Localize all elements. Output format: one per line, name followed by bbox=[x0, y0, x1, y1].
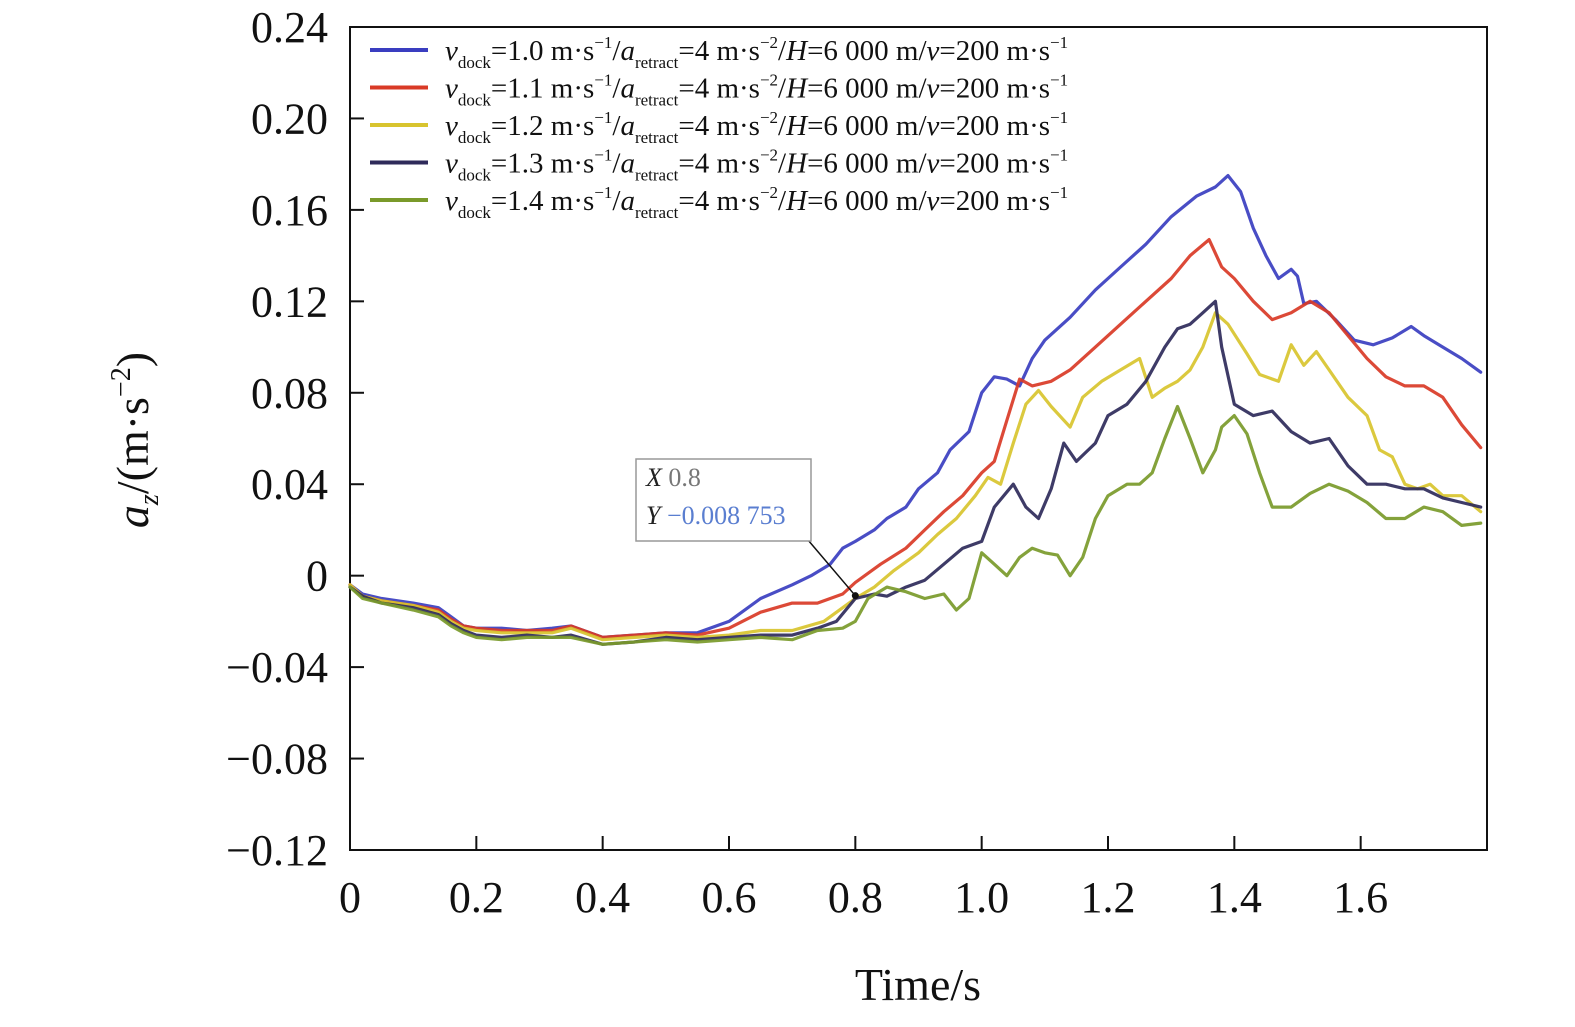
data-tip-pointer bbox=[807, 539, 856, 597]
y-tick-label: 0.12 bbox=[251, 277, 328, 326]
series-line-4 bbox=[348, 299, 1483, 646]
y-tick-label: 0.04 bbox=[251, 460, 328, 509]
x-tick-label: 1.4 bbox=[1207, 873, 1262, 922]
axis-ticks: 0 0.2 0.4 0.6 0.8 1.0 1.2 1.4 1.6 0.24 0.20 0.16 0.1… bbox=[226, 3, 1388, 922]
series-line-2 bbox=[348, 238, 1483, 640]
x-tick-label: 0.8 bbox=[828, 873, 883, 922]
data-tip-x: X 0.8 bbox=[645, 463, 701, 492]
x-tick-label: 0 bbox=[339, 873, 361, 922]
y-tick-label: 0.24 bbox=[251, 3, 328, 52]
data-tip-marker bbox=[851, 592, 859, 600]
x-tick-label: 0.6 bbox=[702, 873, 757, 922]
legend-label-1: vdock=1.0 m·s−1/aretract=4 m·s−2/H=6 000… bbox=[445, 33, 1068, 72]
y-tick-label: −0.04 bbox=[226, 643, 328, 692]
legend-label-3: vdock=1.2 m·s−1/aretract=4 m·s−2/H=6 000… bbox=[445, 108, 1068, 147]
legend-label-5: vdock=1.4 m·s−1/aretract=4 m·s−2/H=6 000… bbox=[445, 183, 1068, 222]
x-tick-label: 1.2 bbox=[1081, 873, 1136, 922]
y-tick-label: −0.12 bbox=[226, 826, 328, 875]
axis-titles: Time/s az/(m·s−2) bbox=[106, 352, 981, 1010]
series-line-1 bbox=[348, 174, 1483, 640]
legend-label-4: vdock=1.3 m·s−1/aretract=4 m·s−2/H=6 000… bbox=[445, 146, 1068, 185]
legend: vdock=1.0 m·s−1/aretract=4 m·s−2/H=6 000… bbox=[370, 33, 1068, 222]
plot-border bbox=[349, 26, 1488, 851]
y-axis-title: az/(m·s−2) bbox=[106, 352, 165, 528]
x-tick-label: 0.4 bbox=[575, 873, 630, 922]
series-line-5 bbox=[348, 404, 1483, 646]
x-tick-label: 0.2 bbox=[449, 873, 504, 922]
series-line-3 bbox=[348, 311, 1483, 642]
data-tip: X 0.8 Y −0.008 753 bbox=[635, 458, 859, 600]
data-tip-y: Y −0.008 753 bbox=[646, 501, 786, 530]
y-tick-label: 0.16 bbox=[251, 186, 328, 235]
plot-frame bbox=[349, 26, 1488, 851]
y-tick-label: 0 bbox=[306, 552, 328, 601]
y-tick-label: 0.20 bbox=[251, 94, 328, 143]
x-tick-label: 1.0 bbox=[954, 873, 1009, 922]
y-tick-label: −0.08 bbox=[226, 735, 328, 784]
y-tick-label: 0.08 bbox=[251, 369, 328, 418]
data-tip-box bbox=[635, 458, 812, 542]
x-axis-title: Time/s bbox=[855, 959, 981, 1010]
legend-label-2: vdock=1.1 m·s−1/aretract=4 m·s−2/H=6 000… bbox=[445, 71, 1068, 110]
x-tick-label: 1.6 bbox=[1333, 873, 1388, 922]
series-lines bbox=[348, 174, 1483, 646]
